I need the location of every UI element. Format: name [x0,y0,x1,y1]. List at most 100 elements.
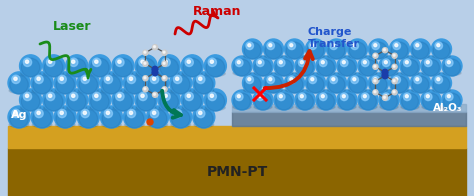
Circle shape [243,39,263,59]
Circle shape [446,93,453,101]
Circle shape [236,59,243,67]
Ellipse shape [205,71,225,76]
Circle shape [318,59,335,76]
Ellipse shape [370,87,388,93]
Ellipse shape [101,88,121,93]
Ellipse shape [254,71,272,75]
Ellipse shape [411,54,429,58]
Circle shape [48,60,52,63]
Circle shape [46,58,55,66]
Circle shape [299,93,306,101]
Circle shape [14,77,17,80]
Circle shape [153,77,156,80]
Ellipse shape [125,88,145,93]
Ellipse shape [78,122,98,127]
Circle shape [8,72,30,94]
Circle shape [58,109,66,118]
Circle shape [426,95,429,98]
Circle shape [349,76,366,93]
Circle shape [393,91,395,93]
Circle shape [382,69,388,75]
Circle shape [193,106,215,128]
Circle shape [139,58,147,66]
Circle shape [56,75,74,94]
Circle shape [199,111,202,114]
Circle shape [290,44,293,47]
Circle shape [391,42,408,59]
Circle shape [327,39,346,59]
Circle shape [353,78,356,81]
Ellipse shape [244,54,262,58]
Circle shape [9,75,28,94]
Circle shape [199,77,202,80]
Circle shape [393,76,401,84]
Circle shape [33,75,52,94]
Circle shape [58,75,66,83]
Circle shape [175,111,179,114]
Circle shape [363,95,366,98]
Ellipse shape [317,104,335,110]
Ellipse shape [264,54,283,58]
Circle shape [170,72,191,94]
Circle shape [248,78,251,81]
Circle shape [37,77,40,80]
Circle shape [234,93,250,110]
Circle shape [19,89,42,111]
Ellipse shape [307,87,325,93]
Circle shape [330,76,337,84]
Circle shape [116,58,124,66]
Circle shape [137,58,155,77]
Circle shape [44,58,63,77]
Circle shape [370,42,387,59]
Circle shape [321,95,324,98]
Circle shape [171,75,190,94]
Circle shape [373,64,378,69]
Ellipse shape [275,104,293,110]
Circle shape [363,61,366,64]
Circle shape [338,59,356,76]
Circle shape [8,106,30,128]
Circle shape [337,56,357,76]
Circle shape [248,44,251,47]
Circle shape [258,95,261,98]
Circle shape [125,75,144,94]
Ellipse shape [422,71,440,75]
Ellipse shape [275,71,293,75]
Circle shape [152,66,158,72]
Circle shape [66,55,88,77]
Circle shape [148,75,167,94]
Circle shape [286,42,303,59]
Circle shape [353,44,356,47]
Circle shape [374,44,377,47]
Ellipse shape [90,105,110,110]
Circle shape [299,59,306,67]
Circle shape [46,92,55,101]
Circle shape [301,95,303,98]
Circle shape [384,61,387,64]
Circle shape [23,58,32,66]
Circle shape [246,42,254,50]
Circle shape [347,73,367,93]
Circle shape [338,93,356,110]
Circle shape [392,64,397,69]
Circle shape [381,59,398,76]
Ellipse shape [194,122,214,127]
Circle shape [431,39,452,59]
Circle shape [67,92,86,111]
Circle shape [244,76,261,93]
Circle shape [361,93,369,101]
Circle shape [395,78,398,81]
Ellipse shape [182,71,202,76]
Circle shape [163,77,165,79]
Ellipse shape [44,71,64,76]
Circle shape [79,109,98,128]
Circle shape [72,60,75,63]
Circle shape [414,76,421,84]
Ellipse shape [348,87,366,93]
Circle shape [77,72,99,94]
Circle shape [328,76,345,93]
Circle shape [422,93,439,110]
Circle shape [183,92,201,111]
Circle shape [60,77,64,80]
Ellipse shape [254,104,272,110]
